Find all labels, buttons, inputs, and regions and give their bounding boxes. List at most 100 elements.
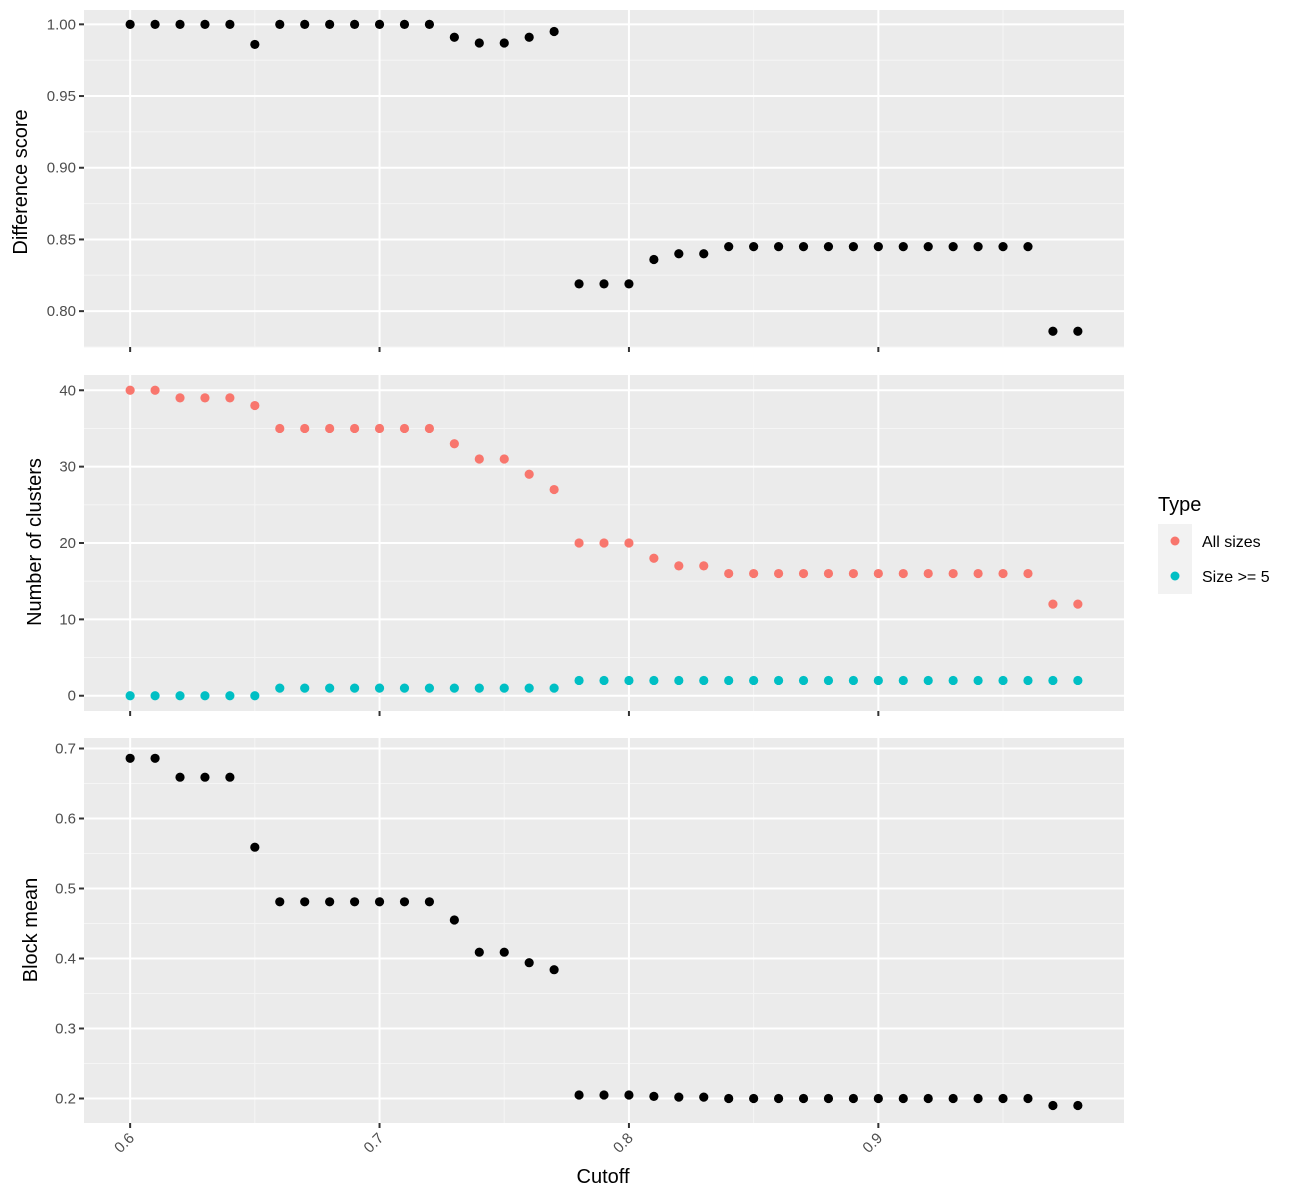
data-point-series-0 (973, 242, 983, 252)
data-point-series-0 (449, 32, 459, 42)
data-point-size-5 (325, 683, 335, 693)
data-point-all-sizes (624, 538, 634, 548)
data-point-series-0 (599, 279, 609, 289)
data-point-series-0 (300, 19, 310, 29)
data-point-all-sizes (449, 439, 459, 449)
data-point-all-sizes (798, 568, 809, 579)
data-point-series-0 (873, 1093, 883, 1104)
data-point-size-5 (150, 691, 160, 701)
data-point-size-5 (175, 691, 185, 701)
data-point-all-sizes (275, 423, 285, 434)
data-point-series-0 (798, 242, 809, 252)
data-point-all-sizes (349, 423, 360, 434)
data-point-series-0 (898, 1093, 908, 1104)
data-point-size-5 (499, 683, 509, 693)
data-point-series-0 (1023, 1093, 1033, 1104)
data-point-size-5 (649, 675, 659, 686)
y-tick-label: 30 (59, 459, 76, 476)
data-point-size-5 (699, 675, 709, 686)
data-point-all-sizes (948, 568, 958, 579)
y-tick-label: 0.95 (47, 88, 76, 105)
legend-key-background (1158, 524, 1192, 594)
legend-title: Type (1158, 494, 1201, 516)
data-point-size-5 (823, 675, 834, 686)
data-point-size-5 (574, 675, 584, 686)
data-point-size-5 (624, 675, 634, 686)
data-point-series-0 (200, 19, 210, 29)
data-point-size-5 (973, 675, 983, 686)
data-point-size-5 (399, 683, 410, 693)
data-point-size-5 (749, 675, 759, 686)
data-point-series-0 (1073, 1100, 1083, 1111)
data-point-series-0 (948, 1093, 958, 1104)
data-point-series-0 (898, 242, 908, 252)
data-point-size-5 (374, 683, 385, 693)
y-tick-label: 0.80 (47, 303, 76, 320)
data-point-all-sizes (873, 568, 883, 579)
data-point-size-5 (848, 675, 859, 686)
data-point-series-0 (674, 1092, 684, 1102)
data-point-size-5 (798, 675, 809, 686)
data-point-all-sizes (399, 423, 410, 434)
data-point-all-sizes (424, 423, 435, 434)
data-point-size-5 (125, 691, 135, 701)
data-point-series-0 (998, 242, 1008, 252)
data-point-series-0 (325, 19, 335, 29)
data-point-series-0 (1023, 242, 1033, 252)
y-tick-label: 0.5 (55, 881, 76, 898)
data-point-series-0 (150, 19, 160, 29)
data-point-series-0 (499, 38, 509, 48)
y-tick-label: 0.85 (47, 231, 76, 248)
y-tick-label: 0 (68, 688, 76, 705)
data-point-series-0 (873, 242, 883, 252)
data-point-series-0 (524, 32, 534, 42)
data-point-all-sizes (574, 538, 584, 548)
data-point-size-5 (225, 691, 235, 701)
data-point-series-0 (798, 1093, 809, 1104)
data-point-all-sizes (150, 385, 160, 395)
panel-number-of-clusters: 0 10 20 30 40 (59, 375, 1124, 716)
data-point-all-sizes (524, 469, 534, 479)
data-point-size-5 (1073, 675, 1083, 686)
y-axis-title-block-mean: Block mean (20, 878, 42, 983)
data-point-all-sizes (1048, 599, 1058, 609)
data-point-series-0 (823, 1093, 834, 1104)
data-point-size-5 (474, 683, 484, 693)
data-point-all-sizes (749, 568, 759, 579)
data-point-size-5 (898, 675, 908, 686)
data-point-series-0 (773, 1093, 784, 1104)
data-point-size-5 (873, 675, 883, 686)
data-point-series-0 (225, 772, 235, 782)
data-point-series-0 (574, 1090, 584, 1100)
y-tick-label: 0.4 (55, 951, 76, 968)
data-point-series-0 (599, 1090, 609, 1100)
data-point-size-5 (424, 683, 435, 693)
data-point-series-0 (923, 1093, 933, 1104)
data-point-all-sizes (898, 568, 908, 579)
data-point-size-5 (724, 675, 734, 686)
data-point-size-5 (275, 683, 285, 693)
data-point-all-sizes (200, 393, 210, 403)
data-point-all-sizes (549, 484, 559, 495)
panel-background (84, 738, 1124, 1123)
data-point-series-0 (300, 897, 310, 907)
data-point-series-0 (349, 897, 360, 907)
data-point-size-5 (674, 675, 684, 686)
panel-block-mean: 0.2 0.3 0.4 0.5 0.6 0.7 (55, 738, 1124, 1128)
data-point-series-0 (773, 242, 784, 252)
data-point-series-0 (699, 1092, 709, 1102)
data-point-series-0 (349, 19, 360, 29)
data-point-series-0 (848, 1093, 859, 1104)
data-point-series-0 (848, 242, 859, 252)
data-point-series-0 (823, 242, 834, 252)
data-point-all-sizes (175, 393, 185, 403)
y-tick-label: 0.3 (55, 1021, 76, 1038)
data-point-all-sizes (674, 561, 684, 571)
data-point-series-0 (973, 1093, 983, 1104)
data-point-all-sizes (374, 423, 385, 434)
data-point-size-5 (300, 683, 310, 693)
y-axis-title-number-of-clusters: Number of clusters (24, 458, 46, 626)
y-tick-label: 40 (59, 382, 76, 399)
legend-key-size-5 (1170, 571, 1180, 581)
